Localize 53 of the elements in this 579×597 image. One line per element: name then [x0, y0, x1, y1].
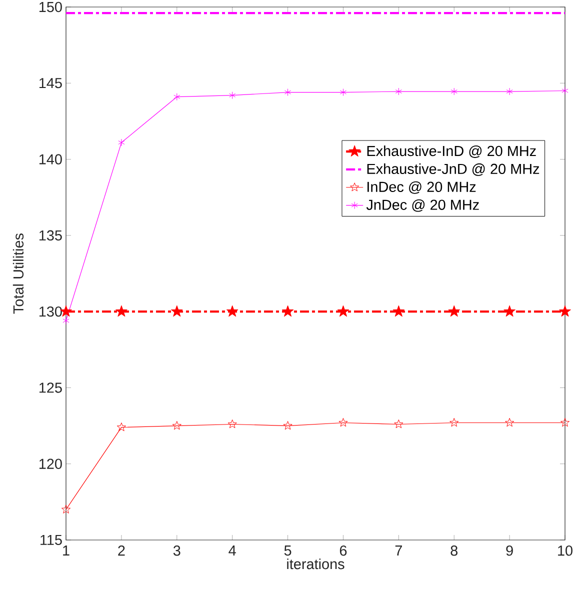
point — [61, 504, 71, 514]
point — [172, 421, 182, 430]
x-tick-label: 1 — [63, 546, 70, 556]
point — [170, 305, 183, 317]
point — [228, 420, 237, 428]
legend-label: JnDec @ 20 MHz — [366, 199, 479, 212]
x-tick-label: 5 — [284, 546, 292, 556]
point — [450, 418, 459, 427]
y-tick-label: 150 — [39, 2, 62, 12]
y-tick-label: 115 — [40, 534, 62, 546]
x-axis-title: iterations — [287, 558, 344, 570]
x-tick-label: 4 — [228, 546, 236, 556]
x-tick-label: 6 — [340, 546, 347, 556]
point — [394, 420, 404, 428]
point — [450, 88, 458, 96]
point — [115, 305, 128, 317]
y-tick-label: 145 — [39, 78, 62, 88]
point — [338, 418, 348, 427]
point — [562, 87, 568, 95]
legend-label: Exhaustive-JnD @ 20 MHz — [367, 163, 540, 176]
point — [559, 305, 571, 317]
x-tick-label: 7 — [395, 546, 402, 556]
point — [337, 305, 350, 317]
point — [284, 88, 292, 96]
point — [226, 305, 238, 317]
point — [174, 93, 180, 101]
legend-label: InDec @ 20 MHz — [368, 181, 476, 194]
point — [282, 305, 294, 317]
point — [229, 92, 236, 100]
y-tick-label: 125 — [39, 382, 62, 393]
point — [560, 418, 570, 427]
point — [116, 422, 126, 432]
y-tick-label: 120 — [39, 458, 62, 469]
point — [448, 305, 460, 317]
point — [392, 305, 405, 317]
point — [395, 88, 402, 96]
point — [504, 305, 516, 317]
point — [118, 138, 125, 146]
point — [62, 316, 70, 324]
x-tick-label: 8 — [450, 546, 458, 556]
point — [283, 421, 292, 430]
x-tick-label: 9 — [506, 546, 513, 556]
legend-label: Exhaustive-InD @ 20 MHz — [367, 145, 536, 158]
y-tick-label: 130 — [39, 306, 62, 317]
y-tick-label: 140 — [39, 154, 62, 164]
x-tick-label: 3 — [173, 546, 180, 556]
x-tick-label: 2 — [118, 546, 125, 556]
y-axis-title: Total Utilities — [12, 233, 24, 314]
point — [505, 418, 514, 427]
point — [340, 88, 347, 96]
x-tick-label: 10 — [558, 546, 572, 556]
y-tick-label: 135 — [39, 230, 62, 241]
point — [506, 88, 513, 96]
